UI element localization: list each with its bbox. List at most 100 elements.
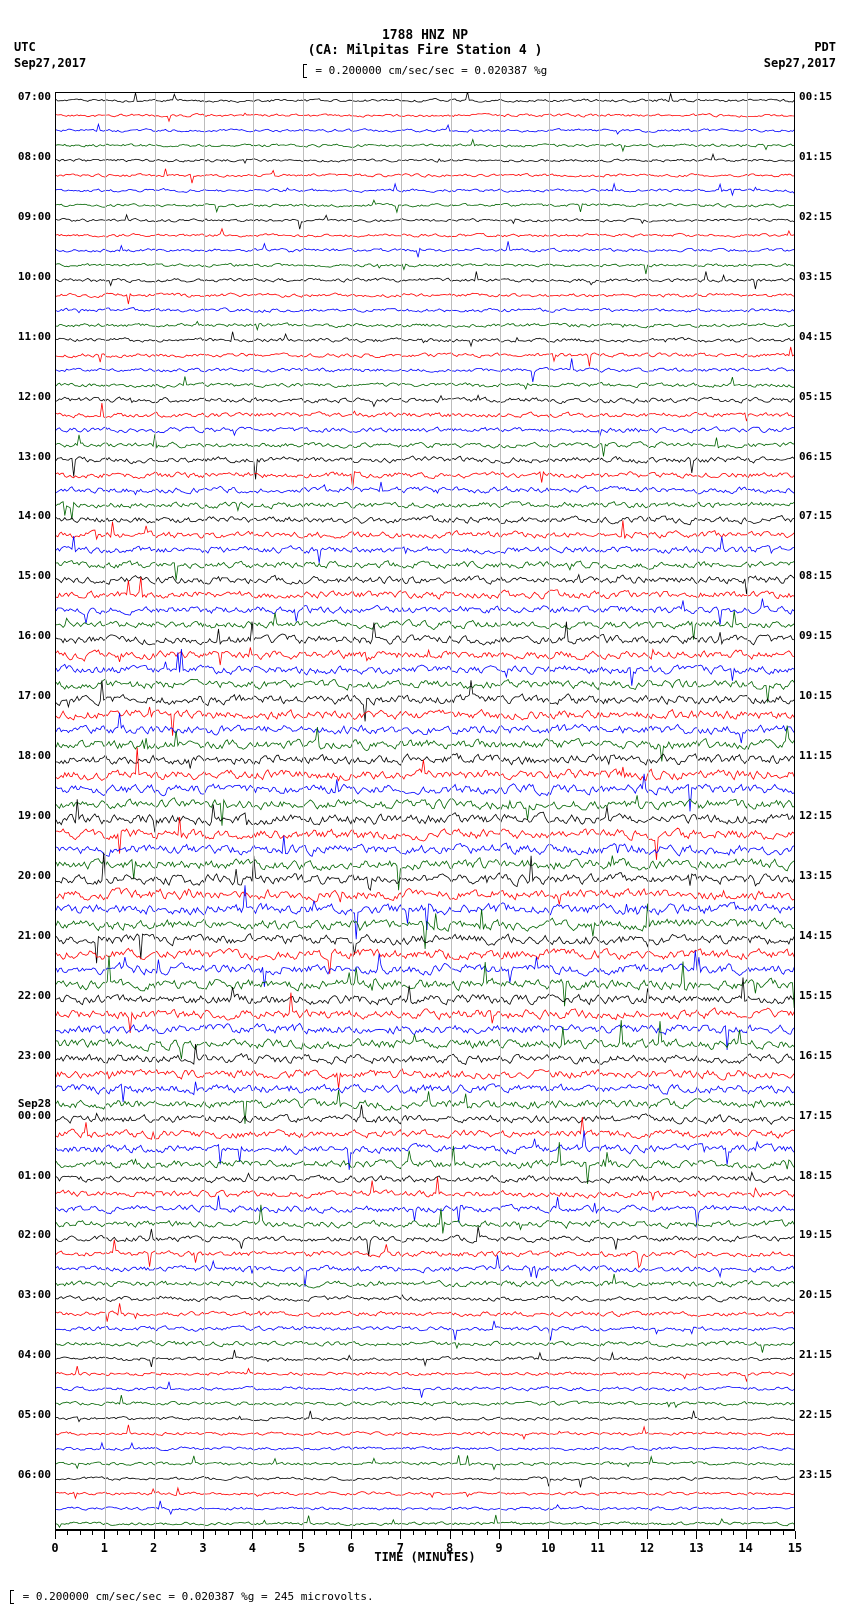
utc-label: 09:00 — [18, 210, 51, 223]
seismic-trace — [56, 1196, 795, 1228]
seismic-trace — [56, 536, 795, 563]
seismic-trace — [56, 680, 795, 721]
seismic-trace — [56, 463, 795, 488]
seismic-trace — [56, 1295, 795, 1302]
x-tick-minor — [770, 1531, 771, 1535]
scale-indicator: = 0.200000 cm/sec/sec = 0.020387 %g — [0, 64, 850, 78]
x-tick-label: 9 — [495, 1541, 502, 1555]
seismic-trace — [56, 322, 795, 330]
utc-label: 18:00 — [18, 749, 51, 762]
pdt-label: 11:15 — [799, 749, 832, 762]
seismic-trace — [56, 1131, 795, 1170]
x-tick-minor — [622, 1531, 623, 1535]
date-left: Sep27,2017 — [14, 56, 86, 70]
x-tick-minor — [314, 1531, 315, 1535]
utc-label: 00:00 — [18, 1109, 51, 1122]
seismic-trace — [56, 1321, 795, 1341]
seismic-trace — [56, 347, 795, 366]
seismic-trace — [56, 1477, 795, 1488]
seismic-trace — [56, 359, 795, 383]
seismic-trace — [56, 263, 795, 274]
seismic-trace — [56, 1488, 795, 1498]
pdt-hour-labels: 00:1501:1502:1503:1504:1505:1506:1507:15… — [795, 92, 850, 1530]
seismic-trace — [56, 647, 795, 665]
pdt-label: 03:15 — [799, 270, 832, 283]
seismic-trace — [56, 1303, 795, 1321]
grid-line — [648, 93, 649, 1529]
seismic-trace — [56, 200, 795, 212]
utc-label: 03:00 — [18, 1288, 51, 1301]
pdt-label: 05:15 — [799, 390, 832, 403]
seismic-trace — [56, 154, 795, 163]
timezone-left: UTC — [14, 40, 36, 54]
traces-svg — [56, 93, 795, 1530]
x-tick-label: 14 — [738, 1541, 752, 1555]
pdt-label: 21:15 — [799, 1348, 832, 1361]
x-tick-major — [598, 1531, 599, 1539]
utc-label: 12:00 — [18, 390, 51, 403]
x-tick-major — [696, 1531, 697, 1539]
seismic-trace — [56, 1205, 795, 1234]
x-axis: 0123456789101112131415 TIME (MINUTES) — [55, 1530, 795, 1572]
x-tick-minor — [561, 1531, 562, 1535]
x-tick-major — [302, 1531, 303, 1539]
grid-line — [599, 93, 600, 1529]
x-tick-minor — [166, 1531, 167, 1535]
pdt-label: 20:15 — [799, 1288, 832, 1301]
utc-label: 11:00 — [18, 330, 51, 343]
pdt-label: 17:15 — [799, 1109, 832, 1122]
x-tick-minor — [363, 1531, 364, 1535]
x-tick-minor — [733, 1531, 734, 1535]
utc-hour-labels: 07:0008:0009:0010:0011:0012:0013:0014:00… — [0, 92, 55, 1530]
seismic-trace — [56, 434, 795, 456]
timezone-right: PDT — [814, 40, 836, 54]
seismic-trace — [56, 888, 795, 905]
utc-label: 19:00 — [18, 809, 51, 822]
seismic-trace — [56, 948, 795, 973]
x-tick-minor — [437, 1531, 438, 1535]
seismic-trace — [56, 1443, 795, 1451]
pdt-label: 14:15 — [799, 929, 832, 942]
pdt-label: 10:15 — [799, 689, 832, 702]
seismic-trace — [56, 1177, 795, 1200]
seismic-trace — [56, 885, 795, 939]
seismic-trace — [56, 1240, 795, 1268]
grid-line — [253, 93, 254, 1529]
pdt-label: 01:15 — [799, 150, 832, 163]
pdt-label: 00:15 — [799, 90, 832, 103]
seismic-trace — [56, 113, 795, 121]
x-tick-minor — [758, 1531, 759, 1535]
utc-label: 07:00 — [18, 90, 51, 103]
seismic-trace — [56, 501, 795, 519]
seismic-trace — [56, 482, 795, 495]
date-right: Sep27,2017 — [764, 56, 836, 70]
pdt-label: 23:15 — [799, 1468, 832, 1481]
utc-label: 23:00 — [18, 1049, 51, 1062]
x-tick-major — [351, 1531, 352, 1539]
seismic-trace — [56, 1341, 795, 1353]
x-tick-minor — [783, 1531, 784, 1535]
utc-label: 13:00 — [18, 450, 51, 463]
pdt-label: 07:15 — [799, 509, 832, 522]
x-tick-label: 4 — [249, 1541, 256, 1555]
utc-label: 22:00 — [18, 989, 51, 1002]
x-tick-minor — [511, 1531, 512, 1535]
seismic-trace — [56, 272, 795, 290]
x-ticks: 0123456789101112131415 — [55, 1530, 795, 1546]
grid-line — [451, 93, 452, 1529]
x-tick-label: 12 — [640, 1541, 654, 1555]
x-tick-label: 3 — [199, 1541, 206, 1555]
x-tick-minor — [474, 1531, 475, 1535]
seismic-trace — [56, 1515, 795, 1527]
seismic-trace — [56, 124, 795, 134]
seismogram-plot — [55, 92, 795, 1530]
seismic-trace — [56, 1455, 795, 1469]
x-tick-major — [450, 1531, 451, 1539]
x-tick-label: 1 — [101, 1541, 108, 1555]
grid-line — [155, 93, 156, 1529]
seismic-trace — [56, 1366, 795, 1381]
pdt-label: 04:15 — [799, 330, 832, 343]
x-tick-major — [499, 1531, 500, 1539]
seismic-trace — [56, 836, 795, 857]
footer: = 0.200000 cm/sec/sec = 0.020387 %g = 24… — [0, 1572, 850, 1612]
